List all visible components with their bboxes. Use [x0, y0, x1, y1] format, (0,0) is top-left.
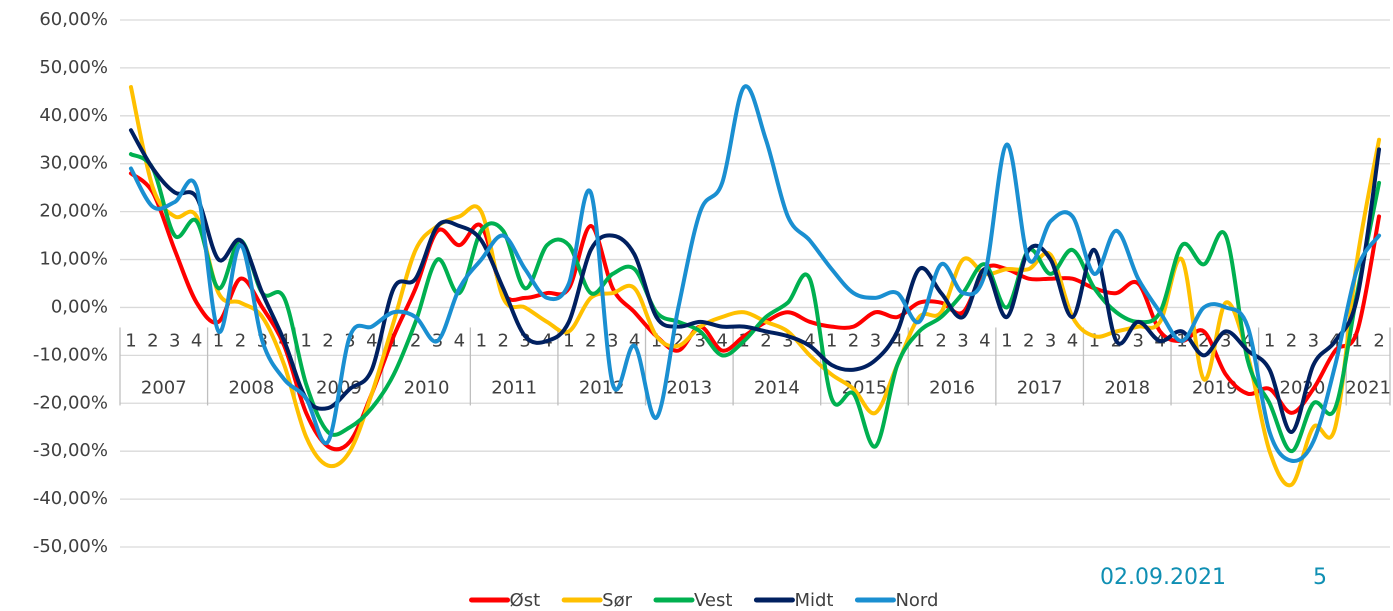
- x-tick-label: 2: [1373, 330, 1384, 351]
- year-label: 2008: [228, 377, 274, 398]
- x-tick-label: 4: [979, 330, 990, 351]
- x-tick-label: 1: [1089, 330, 1100, 351]
- x-tick-label: 4: [454, 330, 465, 351]
- x-tick-label: 1: [300, 330, 311, 351]
- date-note: 02.09.2021: [1100, 565, 1226, 590]
- x-tick-label: 2: [147, 330, 158, 351]
- year-label: 2010: [404, 377, 450, 398]
- legend-label: Sør: [602, 590, 632, 611]
- y-tick-label: 60,00%: [39, 9, 108, 30]
- legend-label: Nord: [895, 590, 938, 611]
- x-tick-label: 3: [169, 330, 180, 351]
- y-tick-label: 50,00%: [39, 57, 108, 78]
- x-tick-label: 3: [1132, 330, 1143, 351]
- x-tick-label: 2: [935, 330, 946, 351]
- x-tick-label: 1: [651, 330, 662, 351]
- x-tick-label: 3: [695, 330, 706, 351]
- x-tick-label: 2: [497, 330, 508, 351]
- year-label: 2018: [1104, 377, 1150, 398]
- legend-item: Midt: [753, 590, 833, 611]
- year-label: 2007: [141, 377, 187, 398]
- y-tick-label: -50,00%: [33, 536, 108, 557]
- year-label: 2017: [1017, 377, 1063, 398]
- y-tick-label: 20,00%: [39, 201, 108, 222]
- x-tick-label: 3: [957, 330, 968, 351]
- y-tick-label: 30,00%: [39, 153, 108, 174]
- legend-item: Sør: [561, 590, 633, 611]
- year-label: 2014: [754, 377, 800, 398]
- x-tick-label: 4: [366, 330, 377, 351]
- x-tick-label: 3: [519, 330, 530, 351]
- x-tick-label: 4: [191, 330, 202, 351]
- legend-item: Nord: [854, 590, 938, 611]
- x-tick-label: 1: [1001, 330, 1012, 351]
- x-tick-label: 1: [1351, 330, 1362, 351]
- year-label: 2016: [929, 377, 975, 398]
- x-tick-label: 1: [563, 330, 574, 351]
- y-tick-label: -10,00%: [33, 344, 108, 365]
- x-tick-label: 2: [673, 330, 684, 351]
- x-tick-label: 1: [476, 330, 487, 351]
- series-line: [128, 128, 1382, 435]
- x-tick-label: 3: [870, 330, 881, 351]
- x-tick-label: 4: [804, 330, 815, 351]
- x-tick-label: 2: [322, 330, 333, 351]
- series-line: [128, 84, 1382, 464]
- x-tick-label: 4: [1067, 330, 1078, 351]
- x-tick-label: 3: [1045, 330, 1056, 351]
- legend-label: Vest: [694, 590, 732, 611]
- legend-label: Midt: [794, 590, 833, 611]
- x-tick-label: 1: [913, 330, 924, 351]
- x-tick-label: 2: [1286, 330, 1297, 351]
- year-label: 2020: [1280, 377, 1326, 398]
- year-label: 2013: [666, 377, 712, 398]
- legend-label: Øst: [510, 590, 541, 611]
- x-tick-label: 3: [1308, 330, 1319, 351]
- x-tick-label: 2: [848, 330, 859, 351]
- x-tick-label: 2: [760, 330, 771, 351]
- year-label: 2021: [1345, 377, 1391, 398]
- x-tick-label: 2: [235, 330, 246, 351]
- x-tick-label: 4: [1242, 330, 1253, 351]
- y-tick-label: -20,00%: [33, 392, 108, 413]
- x-tick-label: 1: [125, 330, 136, 351]
- x-tick-label: 4: [629, 330, 640, 351]
- x-tick-label: 4: [892, 330, 903, 351]
- x-tick-label: 1: [1264, 330, 1275, 351]
- x-tick-label: 3: [1220, 330, 1231, 351]
- y-tick-label: -40,00%: [33, 488, 108, 509]
- x-tick-label: 2: [1023, 330, 1034, 351]
- x-tick-label: 1: [213, 330, 224, 351]
- series-line: [128, 152, 1382, 454]
- legend-item: Vest: [653, 590, 732, 611]
- year-label: 2019: [1192, 377, 1238, 398]
- x-tick-label: 2: [410, 330, 421, 351]
- x-tick-label: 1: [826, 330, 837, 351]
- x-tick-label: 3: [607, 330, 618, 351]
- series-line: [128, 85, 1382, 488]
- y-tick-label: 10,00%: [39, 249, 108, 270]
- x-tick-label: 3: [782, 330, 793, 351]
- page-number: 5: [1313, 565, 1327, 590]
- year-label: 2011: [491, 377, 537, 398]
- x-tick-label: 2: [1198, 330, 1209, 351]
- y-tick-label: 40,00%: [39, 105, 108, 126]
- legend-item: Øst: [469, 590, 541, 611]
- y-tick-label: 0,00%: [51, 296, 108, 317]
- x-tick-label: 2: [585, 330, 596, 351]
- y-tick-label: -30,00%: [33, 440, 108, 461]
- x-tick-label: 4: [716, 330, 727, 351]
